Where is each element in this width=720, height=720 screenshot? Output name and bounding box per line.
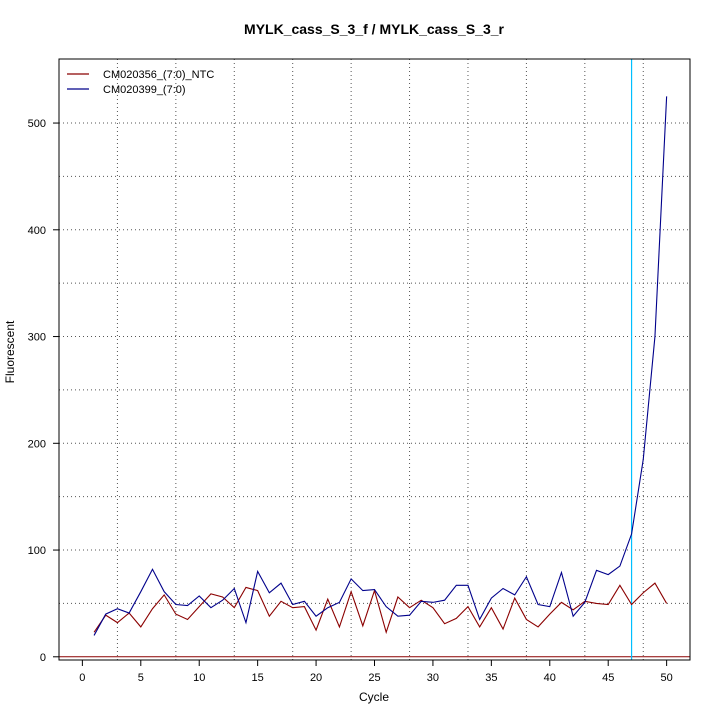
y-tick-label: 200 (28, 438, 46, 450)
series-group (93, 96, 668, 636)
x-axis-label: Cycle (359, 690, 389, 704)
x-tick-label: 30 (427, 672, 439, 684)
y-tick-label: 400 (28, 225, 46, 237)
series-line-2 (93, 96, 668, 636)
x-tick-label: 10 (193, 672, 205, 684)
grid (59, 59, 690, 660)
x-tick-label: 5 (138, 672, 144, 684)
y-axis-label: Fluorescent (3, 320, 17, 383)
y-tick-label: 300 (28, 332, 46, 344)
x-tick-label: 40 (544, 672, 556, 684)
legend-label-2: CM020399_(7:0) (103, 84, 186, 96)
x-tick-label: 0 (79, 672, 85, 684)
y-tick-label: 100 (28, 545, 46, 557)
legend-label-1: CM020356_(7:0)_NTC (103, 69, 214, 81)
x-tick-label: 35 (485, 672, 497, 684)
y-tick-label: 500 (28, 118, 46, 130)
x-tick-label: 25 (368, 672, 380, 684)
legend: CM020356_(7:0)_NTC CM020399_(7:0) (67, 69, 214, 96)
chart-title: MYLK_cass_S_3_f / MYLK_cass_S_3_r (244, 21, 504, 37)
x-tick-label: 50 (661, 672, 673, 684)
x-tick-label: 45 (602, 672, 614, 684)
x-tick-label: 20 (310, 672, 322, 684)
plot-frame (58, 58, 691, 661)
y-tick-label: 0 (40, 652, 46, 664)
x-tick-label: 15 (252, 672, 264, 684)
